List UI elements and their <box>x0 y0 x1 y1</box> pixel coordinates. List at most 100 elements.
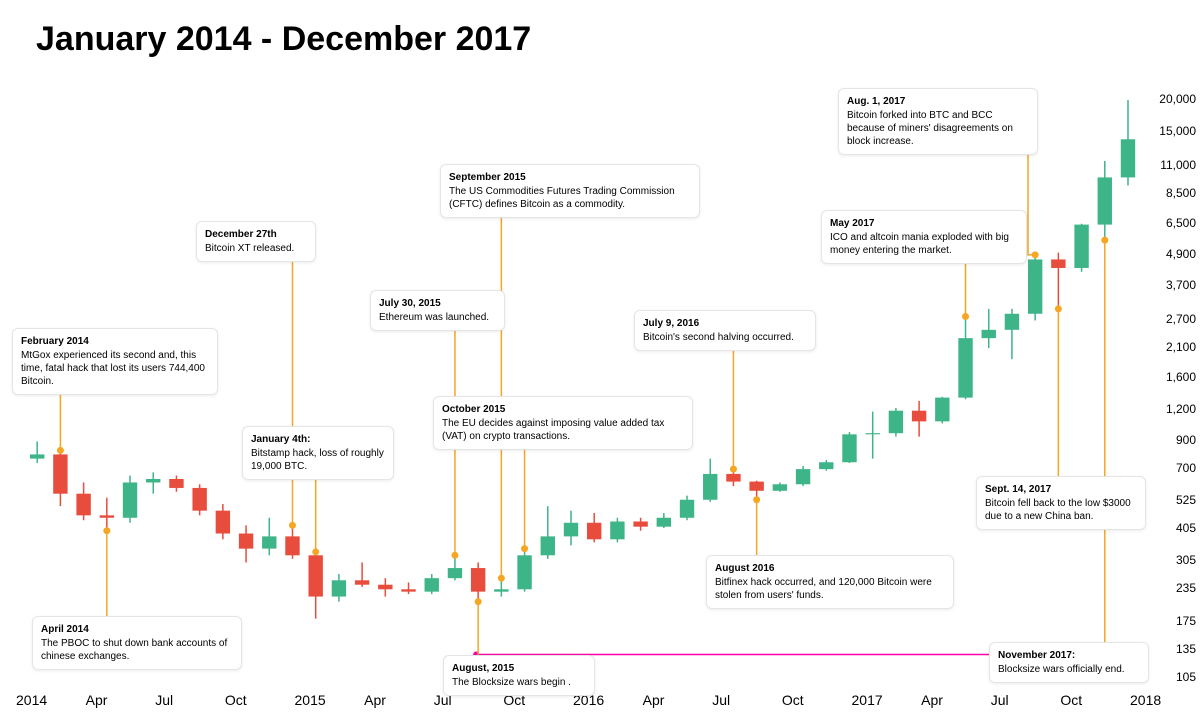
callout-dot <box>1055 305 1062 312</box>
y-axis-label: 11,000 <box>1148 158 1196 172</box>
annotation-title: September 2015 <box>449 171 691 184</box>
candle-body <box>425 578 439 591</box>
annotation-title: October 2015 <box>442 403 684 416</box>
candle-body <box>216 511 230 534</box>
candle-body <box>471 568 485 592</box>
annotation-bitstamp: January 4th: Bitstamp hack, loss of rough… <box>242 426 394 480</box>
x-axis-label: Jul <box>991 692 1009 708</box>
candle-body <box>958 338 972 397</box>
candle-body <box>262 536 276 548</box>
y-axis-label: 525 <box>1148 493 1196 507</box>
candle-body <box>889 411 903 434</box>
x-axis-label: 2018 <box>1130 692 1161 708</box>
candle-body <box>657 518 671 527</box>
x-axis-label: 2017 <box>852 692 883 708</box>
annotation-text: Bitfinex hack occurred, and 120,000 Bitc… <box>715 577 932 601</box>
annotation-cftc: September 2015The US Commodities Futures… <box>440 164 700 218</box>
x-axis-label: Apr <box>364 692 386 708</box>
x-axis-label: Apr <box>643 692 665 708</box>
annotation-text: Blocksize wars officially end. <box>998 664 1125 675</box>
candle-body <box>30 454 44 458</box>
annotation-text: Bitcoin XT released. <box>205 243 294 254</box>
annotation-blocksize: August, 2015The Blocksize wars begin . <box>443 655 595 696</box>
candle-body <box>192 488 206 511</box>
y-axis-label: 900 <box>1148 433 1196 447</box>
callout-dot <box>103 527 110 534</box>
annotation-bitfinex: August 2016Bitfinex hack occurred, and 1… <box>706 555 954 609</box>
x-axis-label: Oct <box>1060 692 1082 708</box>
candle-body <box>494 589 508 591</box>
annotation-text: The EU decides against imposing value ad… <box>442 418 664 442</box>
x-axis-label: 2015 <box>295 692 326 708</box>
candle-body <box>239 534 253 549</box>
annotation-mtgox: February 2014 MtGox experienced its secon… <box>12 328 218 395</box>
annotation-title: November 2017: <box>998 649 1140 662</box>
annotation-title: January 4th: <box>251 433 385 446</box>
callout-dot <box>475 598 482 605</box>
annotation-text: ICO and altcoin mania exploded with big … <box>830 232 1009 256</box>
annotation-title: May 2017 <box>830 217 1018 230</box>
y-axis-label: 1,600 <box>1148 370 1196 384</box>
candle-body <box>169 479 183 488</box>
callout-dot <box>1032 251 1039 258</box>
y-axis-label: 2,100 <box>1148 340 1196 354</box>
annotation-fork: Aug. 1, 2017Bitcoin forked into BTC and … <box>838 88 1038 155</box>
candle-body <box>100 515 114 517</box>
callout-line <box>1028 155 1035 255</box>
annotation-text: Bitcoin fell back to the low $3000 due t… <box>985 498 1131 522</box>
candle-body <box>1028 259 1042 313</box>
callout-dot <box>289 522 296 529</box>
y-axis-label: 175 <box>1148 614 1196 628</box>
annotation-title: February 2014 <box>21 335 209 348</box>
annotation-text: Bitstamp hack, loss of roughly 19,000 BT… <box>251 448 384 472</box>
candle-body <box>1005 314 1019 330</box>
candle-body <box>1051 259 1065 268</box>
annotation-title: July 9, 2016 <box>643 317 807 330</box>
y-axis-label: 4,900 <box>1148 247 1196 261</box>
annotation-china: Sept. 14, 2017Bitcoin fell back to the l… <box>976 476 1146 530</box>
candle-body <box>819 462 833 469</box>
annotation-eth: July 30, 2015 Ethereum was launched. <box>370 290 505 331</box>
candle-body <box>401 589 415 591</box>
candle-body <box>285 536 299 555</box>
annotation-text: Bitcoin forked into BTC and BCC because … <box>847 110 1013 147</box>
candle-body <box>912 411 926 422</box>
callout-dot <box>498 575 505 582</box>
candle-body <box>541 536 555 555</box>
annotation-text: MtGox experienced its second and, this t… <box>21 350 205 387</box>
annotation-title: July 30, 2015 <box>379 297 496 310</box>
y-axis-label: 235 <box>1148 581 1196 595</box>
annotation-halving: July 9, 2016Bitcoin's second halving occ… <box>634 310 816 351</box>
annotation-pboc: April 2014The PBOC to shut down bank acc… <box>32 616 242 670</box>
y-axis-label: 6,500 <box>1148 216 1196 230</box>
callout-dot <box>521 545 528 552</box>
candle-body <box>796 469 810 484</box>
candle-body <box>866 433 880 434</box>
y-axis-label: 105 <box>1148 670 1196 684</box>
candle-body <box>53 454 67 493</box>
x-axis-label: Apr <box>921 692 943 708</box>
candle-body <box>76 494 90 516</box>
x-axis-label: Jul <box>155 692 173 708</box>
y-axis-label: 700 <box>1148 461 1196 475</box>
annotation-title: December 27th <box>205 228 307 241</box>
annotation-text: Ethereum was launched. <box>379 312 489 323</box>
candle-body <box>633 521 647 526</box>
y-axis-label: 1,200 <box>1148 402 1196 416</box>
x-axis-label: Apr <box>86 692 108 708</box>
callout-dot <box>57 447 64 454</box>
candle-body <box>935 398 949 422</box>
candle-body <box>773 484 787 491</box>
candle-body <box>1098 177 1112 224</box>
candle-body <box>703 474 717 500</box>
annotation-xt: December 27th Bitcoin XT released. <box>196 221 316 262</box>
candle-body <box>448 568 462 578</box>
y-axis-label: 8,500 <box>1148 186 1196 200</box>
annotation-text: The Blocksize wars begin . <box>452 677 571 688</box>
y-axis-label: 15,000 <box>1148 124 1196 138</box>
candle-body <box>842 434 856 462</box>
y-axis-label: 135 <box>1148 642 1196 656</box>
candle-body <box>355 580 369 584</box>
x-axis-label: 2014 <box>16 692 47 708</box>
candle-body <box>610 521 624 539</box>
